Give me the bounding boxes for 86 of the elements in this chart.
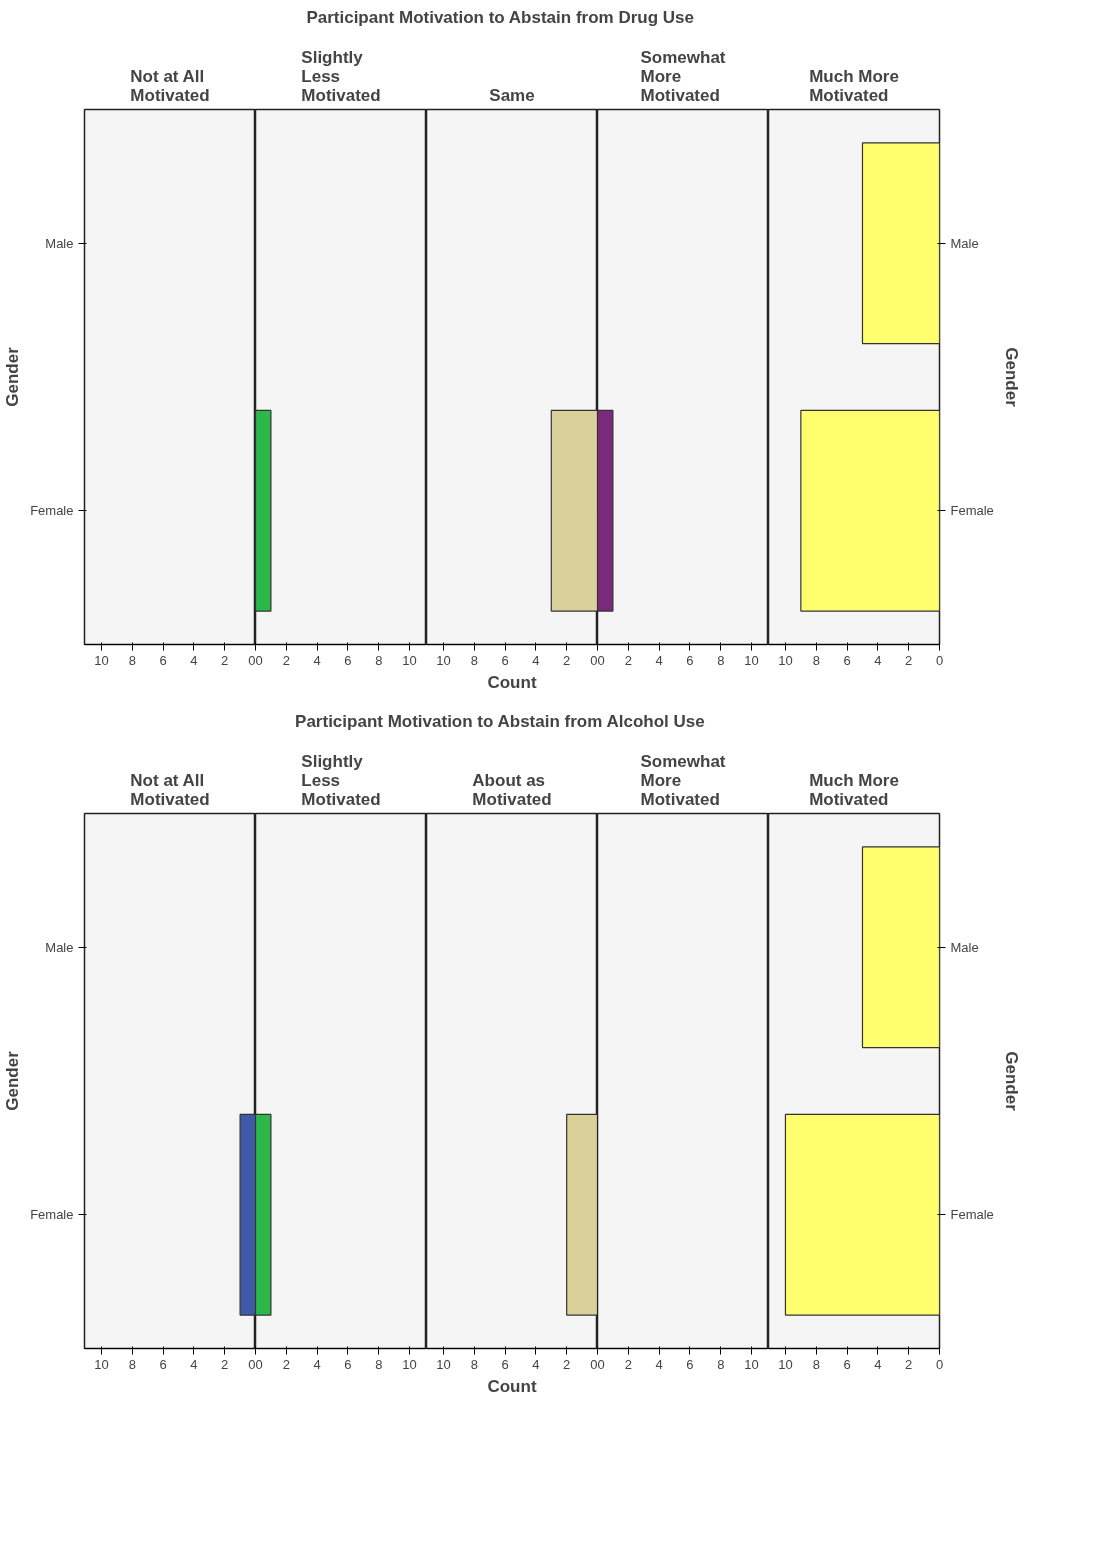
x-tick-label: 10 (436, 652, 451, 668)
chart-subtitle: Much More Motivated (809, 770, 899, 809)
x-tick-label: 6 (843, 1356, 851, 1372)
x-tick-label: 0 (597, 652, 605, 668)
x-tick-label: 8 (812, 652, 820, 668)
x-tick-label: 8 (717, 1356, 725, 1372)
x-tick-label: 2 (282, 1356, 290, 1372)
x-tick-label: 2 (221, 652, 229, 668)
x-tick-label: 6 (159, 1356, 167, 1372)
chart-subtitle: Slightly Less Motivated (301, 47, 381, 105)
x-tick-label: 6 (344, 652, 352, 668)
chart-subtitle: Somewhat More Motivated (640, 751, 726, 809)
x-tick-label: 2 (563, 652, 571, 668)
y2-axis-title: Gender (1001, 347, 1021, 408)
y-axis-title: Gender (3, 1050, 23, 1111)
x-tick-label: 10 (778, 1356, 793, 1372)
x-tick-label: 6 (501, 1356, 509, 1372)
x-tick-label: 4 (874, 1356, 882, 1372)
chart-subtitle: Somewhat More Motivated (640, 47, 726, 105)
x-tick-label: 4 (874, 652, 882, 668)
x-tick-label: 0 (255, 1356, 263, 1372)
x-tick-label: 2 (282, 652, 290, 668)
x-tick-label: 6 (843, 652, 851, 668)
x-tick-label: 2 (563, 1356, 571, 1372)
x-axis-title: Count (487, 1376, 537, 1396)
chart-subtitle: Not at All Motivated (130, 66, 210, 105)
x-tick-label: 10 (744, 652, 759, 668)
chart-subtitle: Slightly Less Motivated (301, 751, 381, 809)
chart-subtitle: About as Motivated (472, 770, 552, 809)
x-tick-label: 4 (313, 1356, 321, 1372)
y-tick-label: Female (30, 503, 74, 519)
chart-subtitle: Same (489, 85, 535, 105)
y-tick-label: Female (30, 1207, 74, 1223)
x-tick-label: 10 (402, 1356, 417, 1372)
x-tick-label: 8 (717, 652, 725, 668)
x-tick-label: 0 (590, 652, 598, 668)
x-tick-label: 2 (905, 652, 913, 668)
x-axis-title: Count (487, 672, 537, 692)
x-tick-label: 2 (905, 1356, 913, 1372)
x-tick-label: 0 (935, 652, 944, 668)
x-tick-label: 10 (436, 1356, 451, 1372)
x-tick-label: 10 (94, 1356, 109, 1372)
x-tick-label: 6 (344, 1356, 352, 1372)
x-tick-label: 8 (812, 1356, 820, 1372)
x-tick-label: 8 (470, 652, 478, 668)
x-tick-label: 8 (375, 1356, 383, 1372)
x-tick-label: 4 (190, 1356, 198, 1372)
x-tick-label: 0 (255, 652, 263, 668)
x-tick-label: 2 (624, 652, 632, 668)
text: Participant Motivation to Abstain from Alcohol Use (295, 711, 705, 731)
y-tick-label: Male (950, 235, 979, 251)
x-tick-label: 2 (221, 1356, 229, 1372)
x-tick-label: 8 (128, 1356, 136, 1372)
x-tick-label: 8 (375, 652, 383, 668)
x-tick-label: 6 (686, 652, 694, 668)
text: Participant Motivation to Abstain from Drug Use (306, 7, 694, 27)
chart-subtitle: Not at All Motivated (130, 770, 210, 809)
y2-axis-title: Gender (1001, 1051, 1021, 1112)
chart-subtitle: Much More Motivated (809, 66, 899, 105)
y-tick-label: Male (45, 939, 74, 955)
x-tick-label: 4 (190, 652, 198, 668)
x-tick-label: 4 (532, 652, 540, 668)
y-axis-title: Gender (3, 346, 23, 407)
x-tick-label: 6 (159, 652, 167, 668)
x-tick-label: 8 (128, 652, 136, 668)
x-tick-label: 8 (470, 1356, 478, 1372)
x-tick-label: 2 (624, 1356, 632, 1372)
x-tick-label: 10 (402, 652, 417, 668)
y-tick-label: Male (950, 939, 979, 955)
x-tick-label: 6 (501, 652, 509, 668)
x-tick-label: 10 (778, 652, 793, 668)
x-tick-label: 4 (655, 652, 663, 668)
x-tick-label: 4 (313, 652, 321, 668)
x-tick-label: 10 (744, 1356, 759, 1372)
y-tick-label: Female (950, 503, 994, 519)
x-tick-label: 0 (248, 652, 256, 668)
x-tick-label: 0 (590, 1356, 598, 1372)
x-tick-label: 0 (597, 1356, 605, 1372)
x-tick-label: 0 (248, 1356, 256, 1372)
y-tick-label: Female (950, 1207, 994, 1223)
x-tick-label: 4 (655, 1356, 663, 1372)
x-tick-label: 6 (686, 1356, 694, 1372)
y-tick-label: Male (45, 235, 74, 251)
x-tick-label: 0 (935, 1356, 944, 1372)
x-tick-label: 4 (532, 1356, 540, 1372)
x-tick-label: 10 (94, 652, 109, 668)
